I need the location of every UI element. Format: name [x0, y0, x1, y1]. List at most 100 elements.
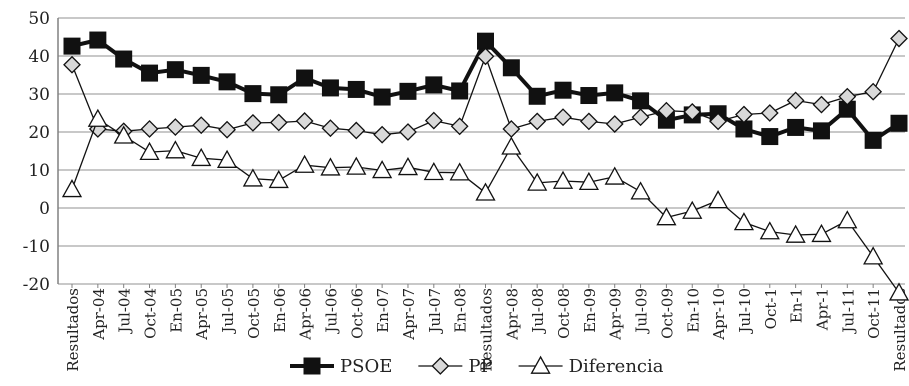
- data-point-psoe: [270, 86, 288, 104]
- data-point-pp: [347, 121, 366, 140]
- data-point-diferencia: [707, 190, 729, 209]
- data-point-psoe: [425, 76, 443, 94]
- x-tick-label: Oct-09: [658, 288, 676, 339]
- x-tick-label: Oct-1: [762, 288, 780, 329]
- x-tick-label: En-08: [452, 288, 470, 333]
- data-point-diferencia: [630, 181, 651, 200]
- data-point-pp: [218, 120, 236, 139]
- data-point-diferencia: [372, 160, 393, 179]
- data-point-pp: [243, 113, 262, 132]
- data-point-psoe: [192, 66, 210, 84]
- data-point-psoe: [141, 64, 159, 82]
- data-point-psoe: [606, 84, 624, 102]
- data-point-psoe: [244, 85, 262, 103]
- y-tick-label: -20: [23, 275, 50, 295]
- x-tick-label: Apr-1: [813, 288, 831, 331]
- data-point-diferencia: [191, 147, 212, 167]
- data-point-diferencia: [113, 125, 134, 144]
- data-point-diferencia: [475, 182, 496, 201]
- data-point-diferencia: [656, 207, 677, 226]
- x-tick-label: Oct-04: [142, 288, 160, 339]
- data-point-diferencia: [397, 157, 419, 176]
- x-tick-label: Resultados: [478, 288, 496, 372]
- x-tick-label: Apr-04: [90, 288, 108, 341]
- data-point-diferencia: [423, 161, 444, 181]
- data-point-pp: [63, 55, 81, 74]
- y-tick-label: -10: [23, 237, 50, 257]
- data-point-pp: [502, 120, 521, 138]
- data-point-pp: [657, 101, 676, 120]
- x-tick-label: Apr-05: [193, 288, 211, 341]
- y-tick-label: 0: [39, 199, 50, 219]
- legend-marker-psoe: [303, 357, 321, 375]
- data-point-psoe: [502, 59, 520, 77]
- data-point-pp: [554, 108, 572, 127]
- data-point-psoe: [787, 118, 805, 136]
- x-tick-label: Resultados: [64, 288, 82, 372]
- x-tick-label: Apr-09: [607, 288, 625, 341]
- data-point-diferencia: [888, 282, 909, 301]
- data-point-psoe: [373, 88, 391, 106]
- data-point-diferencia: [320, 157, 341, 176]
- x-tick-label: En-05: [167, 288, 185, 333]
- data-point-pp: [812, 95, 831, 114]
- data-point-pp: [140, 120, 159, 138]
- y-tick-label: 20: [28, 123, 50, 143]
- data-point-psoe: [115, 50, 133, 68]
- data-point-pp: [709, 112, 728, 131]
- data-point-diferencia: [578, 171, 599, 191]
- x-tick-label: Apr-10: [710, 288, 728, 341]
- data-point-diferencia: [759, 221, 780, 240]
- data-point-pp: [890, 29, 908, 48]
- data-point-psoe: [580, 87, 598, 105]
- data-point-pp: [321, 119, 340, 138]
- legend-label-pp: PP: [468, 356, 492, 377]
- data-point-psoe: [761, 128, 779, 146]
- data-point-pp: [838, 87, 857, 106]
- data-point-diferencia: [165, 140, 186, 159]
- data-point-diferencia: [61, 179, 83, 198]
- data-point-pp: [399, 123, 417, 141]
- data-point-diferencia: [87, 108, 108, 127]
- x-tick-label: Jul-04: [116, 288, 134, 335]
- y-tick-label: 50: [28, 9, 50, 29]
- data-point-diferencia: [527, 172, 548, 191]
- data-point-psoe: [347, 80, 365, 98]
- x-tick-label: En-1: [788, 288, 806, 323]
- data-point-diferencia: [733, 212, 755, 231]
- data-point-pp: [605, 115, 624, 133]
- data-point-pp: [579, 112, 598, 131]
- data-point-pp: [476, 47, 495, 66]
- data-point-diferencia: [242, 168, 264, 187]
- legend-label-diferencia: Diferencia: [569, 356, 664, 377]
- x-tick-label: Apr-06: [297, 288, 315, 341]
- x-tick-label: Jul-06: [322, 288, 340, 335]
- x-tick-label: Apr-07: [400, 288, 418, 341]
- x-tick-label: Resultados: [891, 288, 909, 372]
- data-point-pp: [864, 82, 883, 101]
- data-point-psoe: [321, 79, 339, 97]
- data-point-diferencia: [501, 136, 522, 155]
- data-point-pp: [760, 104, 779, 122]
- data-point-pp: [450, 117, 469, 136]
- legend-label-psoe: PSOE: [340, 356, 392, 377]
- data-point-diferencia: [268, 169, 289, 189]
- x-tick-label: En-10: [684, 288, 702, 333]
- data-point-pp: [192, 116, 211, 135]
- data-point-diferencia: [785, 224, 806, 243]
- data-point-diferencia: [811, 223, 832, 243]
- x-tick-label: Jul-08: [529, 288, 547, 335]
- data-point-diferencia: [294, 154, 315, 173]
- x-tick-label: Jul-11: [839, 288, 857, 335]
- x-tick-label: Jul-10: [736, 288, 754, 335]
- x-tick-label: Jul-07: [426, 288, 444, 335]
- legend-marker-diferencia: [530, 355, 551, 374]
- data-point-psoe: [890, 114, 908, 132]
- data-point-diferencia: [837, 210, 858, 229]
- data-point-pp: [735, 105, 753, 124]
- x-tick-label: En-09: [581, 288, 599, 333]
- data-point-pp: [166, 118, 185, 136]
- data-point-diferencia: [139, 141, 160, 160]
- data-point-pp: [424, 111, 443, 130]
